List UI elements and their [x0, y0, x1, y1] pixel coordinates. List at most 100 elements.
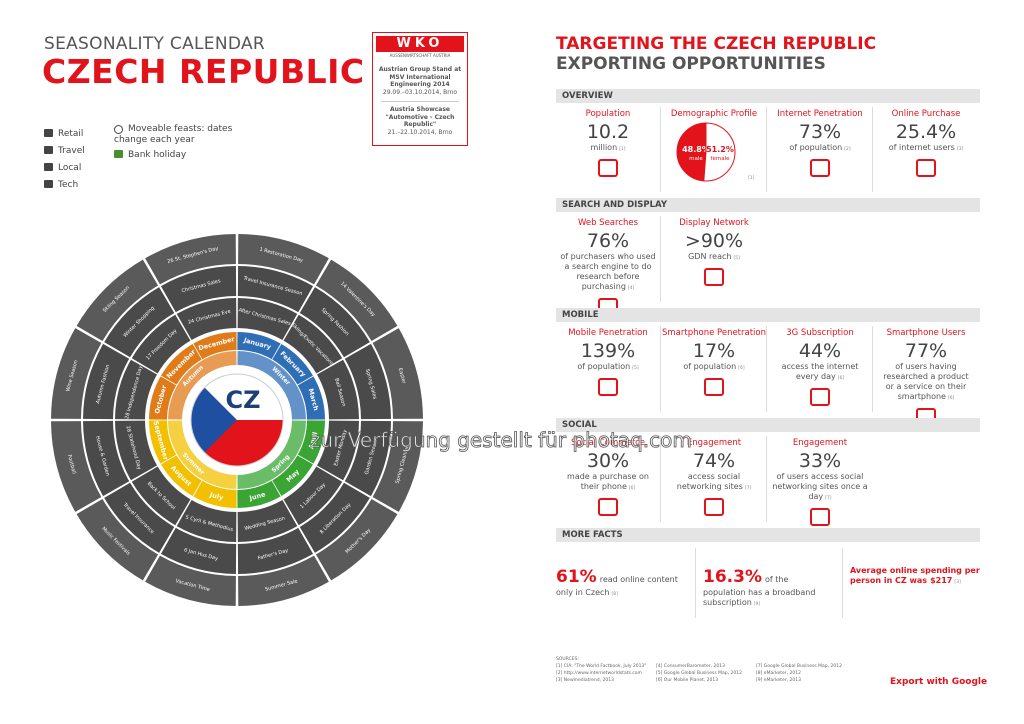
season-segment [168, 420, 237, 489]
month-segment [237, 480, 281, 508]
legend-label: Moveable feasts: dates change each year [114, 124, 233, 145]
event-segment [51, 421, 102, 512]
stat-desc: of users having researched a product or … [874, 362, 978, 402]
event-segment [344, 420, 391, 497]
stat-text: of purchasers who used a search engine t… [560, 252, 656, 291]
stat-label: Internet Penetration [777, 109, 863, 119]
note: [1] [748, 175, 755, 181]
wheel-label: Easter [397, 367, 407, 385]
wheel-label: Football [66, 454, 77, 475]
stat-label: Online Purchase [891, 109, 961, 119]
event-title: Austrian Group Stand at MSV Internationa… [378, 66, 462, 89]
note: [5] [632, 366, 639, 371]
event-segment [372, 328, 423, 419]
column-separator [872, 326, 873, 412]
note: [6] [837, 376, 845, 381]
event-segment [83, 420, 130, 497]
column-separator [660, 107, 661, 192]
event-segment [237, 266, 314, 313]
calendar-title: SEASONALITY CALENDAR [44, 34, 265, 54]
wko-box: WKO AUSSENWIRTSCHAFT AUSTRIA Austrian Gr… [372, 32, 468, 146]
source: [9] eMarketer, 2013 [756, 678, 801, 683]
stat: Demographic Profile 48.8% male 51.2% female [… [662, 109, 766, 187]
stat-label: Demographic Profile [670, 109, 758, 119]
stat-value: 73% [798, 121, 842, 143]
stat-label: Display Network [679, 218, 749, 228]
fact-value: 16.3% [703, 567, 762, 587]
fact: 61% read online content only in Czech [8] [556, 566, 686, 598]
note: [6] [947, 396, 955, 401]
note: [1] [619, 147, 626, 152]
stat-value: 76% [586, 230, 630, 252]
stat-desc: of internet users [3] [874, 143, 978, 153]
icon [810, 508, 830, 526]
legend: Retail Travel Local Tech [44, 126, 85, 194]
stat-desc: of population [6] [662, 362, 766, 372]
stat: Population 10.2 million [1] [556, 109, 660, 177]
event-segment [176, 499, 237, 542]
stat: Social Commerce 30% made a purchase on the… [556, 438, 660, 516]
stat: Smartphone Users 77% of users having resea… [874, 328, 978, 426]
flag-border [190, 373, 284, 467]
stat-text: GDN reach [688, 252, 732, 261]
stat-label: Smartphone Penetration [662, 328, 767, 338]
event-segment [238, 234, 329, 285]
month-segment [193, 480, 237, 508]
event-date: 21.–22.10.2014, Brno [387, 128, 453, 136]
event-segment [145, 555, 236, 606]
stat-label: Social Commerce [570, 438, 646, 448]
event-segment [316, 420, 359, 481]
stat-value: 74% [692, 450, 736, 472]
wheel-label: July [208, 490, 225, 502]
stat-desc: million [1] [556, 143, 660, 153]
stat: Online Purchase 25.4% of internet users [3] [874, 109, 978, 177]
stat-label: Engagement [792, 438, 848, 448]
event-segment [299, 482, 370, 553]
wheel-center: CZ [225, 386, 260, 414]
stat-text: million [590, 143, 618, 152]
month-segment [161, 455, 202, 496]
legend-item: Retail [44, 126, 85, 143]
icon [598, 378, 618, 396]
stat-label: Web Searches [577, 218, 639, 228]
legend-holiday: Bank holiday [114, 150, 186, 160]
month-segment [149, 376, 177, 420]
event-segment [283, 466, 343, 526]
event-segment [237, 499, 298, 542]
icon [810, 388, 830, 406]
season-segment [237, 420, 306, 489]
pie-value: 51.2% [706, 145, 734, 154]
legend-item: Travel [44, 143, 85, 160]
stat-value: 10.2 [586, 121, 630, 143]
pie-name: female [711, 156, 731, 162]
legend-item: Tech [44, 177, 85, 194]
fact-value: $217 [930, 576, 953, 586]
section-header: SEARCH AND DISPLAY [556, 198, 980, 212]
legend-moveable: Moveable feasts: dates change each year [114, 124, 234, 146]
fact-text: Average online spending per person in CZ… [850, 566, 980, 586]
stat-value: 25.4% [895, 121, 957, 143]
source: [6] Our Mobile Planet, 2013 [656, 678, 719, 683]
event-segment [315, 259, 398, 342]
stat-text: made a purchase on their phone [567, 472, 649, 491]
event-segment [315, 498, 398, 581]
column-separator [766, 436, 767, 522]
stat-text: of users access social networking sites … [772, 472, 868, 501]
note: [5] [733, 256, 740, 261]
source: [8] eMarketer, 2012 [756, 671, 801, 676]
event-segment [104, 287, 175, 358]
season-segment [237, 351, 306, 420]
month-segment [193, 332, 237, 360]
event-segment [76, 259, 159, 342]
note: [8] [611, 592, 618, 598]
stat-value: 44% [798, 340, 842, 362]
fact: 16.3% of the population has a broadband s… [703, 566, 833, 609]
event-segment [299, 287, 370, 358]
stat-value: 77% [904, 340, 948, 362]
icon [598, 498, 618, 516]
event-segment [51, 328, 102, 419]
stat-text: of population [683, 362, 737, 371]
